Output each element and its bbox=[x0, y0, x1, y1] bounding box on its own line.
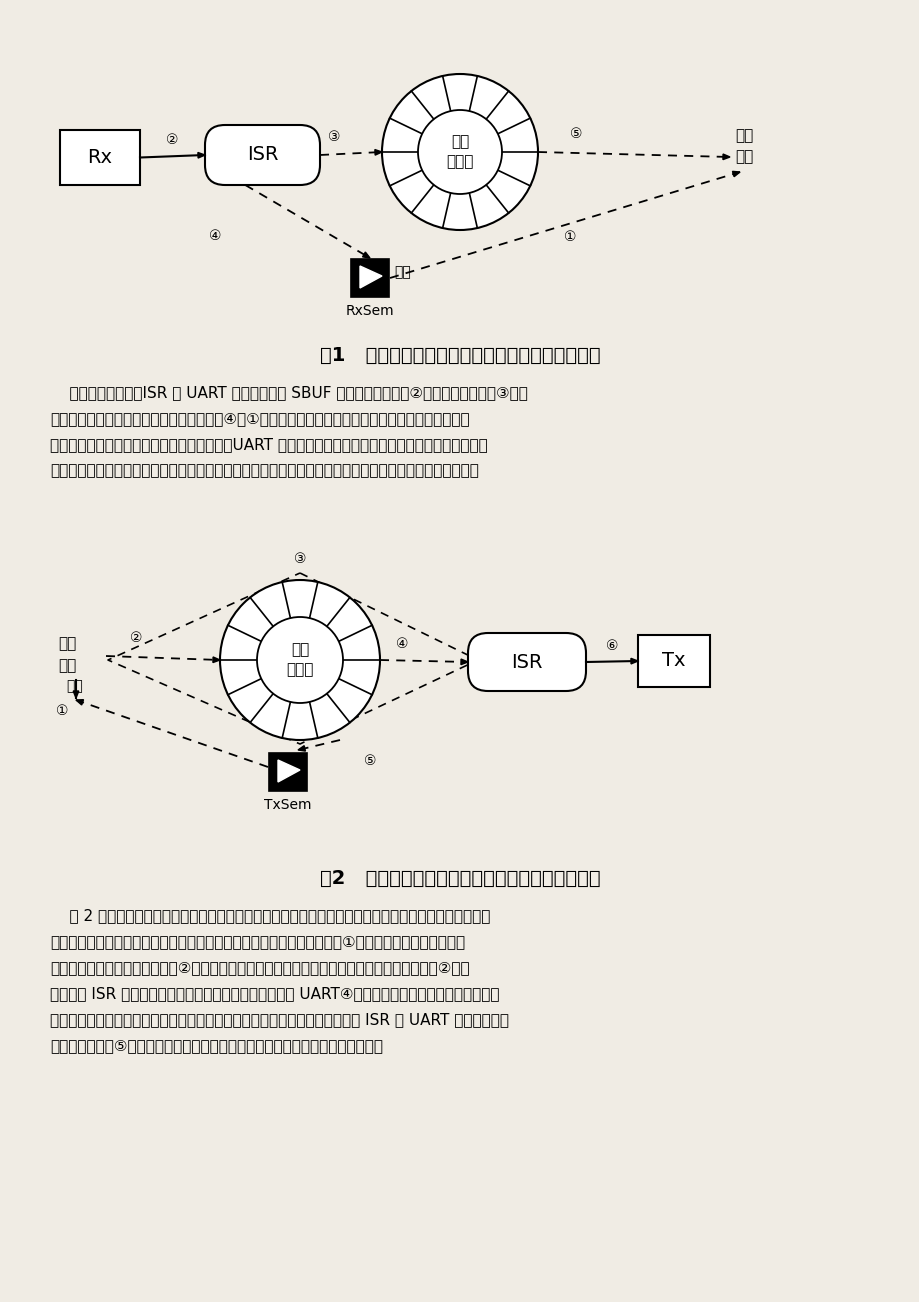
Text: 给信号量发信号⑤，发送任务据此信号量计数值来了解发送缓冲区中是否有空间。: 给信号量发信号⑤，发送任务据此信号量计数值来了解发送缓冲区中是否有空间。 bbox=[50, 1038, 382, 1053]
Text: ③: ③ bbox=[293, 552, 306, 566]
Text: ①: ① bbox=[56, 704, 68, 717]
Text: 图2   带环形缓冲区和超时信号量的串口发送示意图: 图2 带环形缓冲区和超时信号量的串口发送示意图 bbox=[319, 868, 600, 888]
Text: 的变量值，此变量表明接收缓冲区是否已满。UART 收到数据并触发了接收中断，但如果此时缓冲区是满: 的变量值，此变量表明接收缓冲区是否已满。UART 收到数据并触发了接收中断，但如… bbox=[50, 437, 487, 452]
Text: ①: ① bbox=[563, 230, 575, 243]
Text: 后通过接收信号量唤醒用户任务端的读操作④、①。在整个过程中，可以查询记录缓冲区中当前字节数: 后通过接收信号量唤醒用户任务端的读操作④、①。在整个过程中，可以查询记录缓冲区中… bbox=[50, 411, 469, 426]
Polygon shape bbox=[212, 658, 220, 663]
FancyBboxPatch shape bbox=[468, 633, 585, 691]
Text: ⑤: ⑤ bbox=[363, 754, 376, 768]
Text: 图 2 为带环形缓冲区和超时信号量的串口发送示意图。发送信号量初始值设为发送缓冲区的大小，表示: 图 2 为带环形缓冲区和超时信号量的串口发送示意图。发送信号量初始值设为发送缓冲… bbox=[50, 907, 490, 923]
Text: 接收中断到来后，ISR 从 UART 的接收缓冲器 SBUF 中读入接收的字节②，放入接收缓冲区③，然: 接收中断到来后，ISR 从 UART 的接收缓冲器 SBUF 中读入接收的字节②… bbox=[50, 385, 528, 400]
Bar bbox=[268, 753, 307, 792]
Polygon shape bbox=[298, 746, 305, 751]
Polygon shape bbox=[374, 150, 381, 155]
Text: RxSem: RxSem bbox=[346, 303, 394, 318]
Text: TxSem: TxSem bbox=[264, 798, 312, 812]
Polygon shape bbox=[74, 691, 79, 698]
Text: ②: ② bbox=[130, 631, 142, 644]
Bar bbox=[637, 635, 709, 687]
Polygon shape bbox=[732, 172, 739, 177]
Text: 超时: 超时 bbox=[66, 680, 83, 693]
Text: 应用: 应用 bbox=[734, 128, 753, 143]
Polygon shape bbox=[198, 152, 205, 158]
Text: 户任务向发送缓冲区中写入数据②。如果写入的是发送缓冲区中的第一个字节，则允许发送中断②。然: 户任务向发送缓冲区中写入数据②。如果写入的是发送缓冲区中的第一个字节，则允许发送… bbox=[50, 960, 469, 975]
Text: ③: ③ bbox=[327, 130, 340, 145]
Bar bbox=[351, 259, 389, 297]
Text: 后，发送 ISR 从发送缓冲区中取出最早写入的字节输出至 UART④，这个操作又触发了下一次的发送中: 后，发送 ISR 从发送缓冲区中取出最早写入的字节输出至 UART④，这个操作又… bbox=[50, 986, 499, 1001]
Text: ⑥: ⑥ bbox=[605, 639, 618, 654]
Polygon shape bbox=[722, 154, 729, 160]
Text: ②: ② bbox=[166, 133, 178, 147]
Text: 环形: 环形 bbox=[290, 642, 309, 658]
Text: 应用: 应用 bbox=[58, 635, 76, 651]
Text: ⑤: ⑤ bbox=[569, 128, 582, 141]
Text: 超时: 超时 bbox=[393, 266, 410, 279]
Text: 缓冲区: 缓冲区 bbox=[446, 155, 473, 169]
Text: 程序: 程序 bbox=[58, 658, 76, 673]
Polygon shape bbox=[362, 253, 369, 258]
Text: ISR: ISR bbox=[246, 146, 278, 164]
Polygon shape bbox=[76, 699, 84, 704]
Polygon shape bbox=[278, 760, 300, 783]
Text: 缓冲区已空，并且关闭发送中断。发送数据时，用户任务在信号量上等待①。如果发送缓冲区未满，用: 缓冲区已空，并且关闭发送中断。发送数据时，用户任务在信号量上等待①。如果发送缓冲… bbox=[50, 934, 465, 949]
Circle shape bbox=[417, 109, 502, 194]
Text: 环形: 环形 bbox=[450, 134, 469, 150]
Circle shape bbox=[220, 579, 380, 740]
Polygon shape bbox=[359, 266, 381, 288]
Text: ④: ④ bbox=[395, 637, 408, 651]
Bar bbox=[60, 130, 140, 185]
Text: ISR: ISR bbox=[511, 652, 542, 672]
Text: 图1   带环形缓冲区和超时信号量的串口接收示意图: 图1 带环形缓冲区和超时信号量的串口接收示意图 bbox=[319, 345, 600, 365]
Polygon shape bbox=[460, 659, 468, 664]
Text: 程序: 程序 bbox=[734, 148, 753, 164]
Text: 缓冲区: 缓冲区 bbox=[286, 663, 313, 677]
Text: Rx: Rx bbox=[87, 148, 112, 167]
Polygon shape bbox=[630, 659, 637, 664]
Circle shape bbox=[381, 74, 538, 230]
Text: 的，那么放弃收到的字符。缓冲区的大小应合理设置，降低数据丢失的可能性，又要避免存储空间的浪费。: 的，那么放弃收到的字符。缓冲区的大小应合理设置，降低数据丢失的可能性，又要避免存… bbox=[50, 464, 479, 478]
Text: ④: ④ bbox=[209, 229, 221, 243]
Circle shape bbox=[256, 617, 343, 703]
FancyBboxPatch shape bbox=[205, 125, 320, 185]
Text: 断，如此循环直到发送缓冲区中最后一个字节被取走，重新关闭发送中断。在 ISR 向 UART 输出的同时，: 断，如此循环直到发送缓冲区中最后一个字节被取走，重新关闭发送中断。在 ISR 向… bbox=[50, 1012, 508, 1027]
Text: Tx: Tx bbox=[662, 651, 685, 671]
